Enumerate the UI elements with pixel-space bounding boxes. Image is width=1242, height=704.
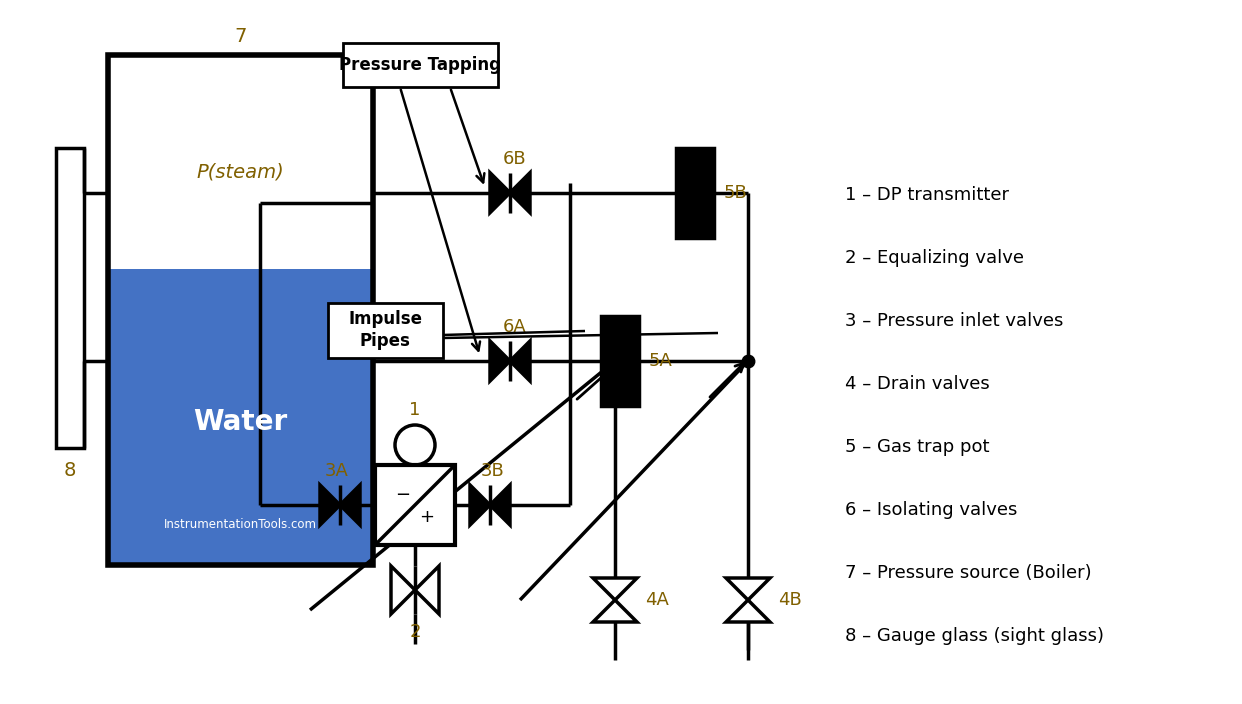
Text: 4B: 4B (777, 591, 802, 609)
Polygon shape (469, 485, 491, 525)
Text: 5B: 5B (724, 184, 748, 202)
Text: P(steam): P(steam) (196, 163, 284, 182)
Text: 6 – Isolating valves: 6 – Isolating valves (845, 501, 1017, 519)
Polygon shape (320, 485, 340, 525)
Text: 1 – DP transmitter: 1 – DP transmitter (845, 186, 1009, 204)
Text: Water: Water (194, 408, 288, 436)
Text: 5 – Gas trap pot: 5 – Gas trap pot (845, 438, 990, 456)
Text: 8: 8 (63, 460, 76, 479)
Text: 3A: 3A (325, 462, 349, 480)
Text: 4 – Drain valves: 4 – Drain valves (845, 375, 990, 393)
Polygon shape (491, 485, 510, 525)
Polygon shape (592, 578, 637, 600)
Text: 3B: 3B (481, 462, 505, 480)
Bar (328, 303, 442, 358)
Text: 7: 7 (235, 27, 247, 46)
Polygon shape (727, 578, 770, 600)
Polygon shape (727, 600, 770, 622)
Text: 7 – Pressure source (Boiler): 7 – Pressure source (Boiler) (845, 564, 1092, 582)
Polygon shape (592, 600, 637, 622)
Bar (375, 465, 455, 545)
Bar (676, 148, 714, 238)
Text: InstrumentationTools.com: InstrumentationTools.com (164, 517, 317, 531)
Text: 4A: 4A (645, 591, 669, 609)
Bar (108, 269, 373, 565)
Polygon shape (510, 341, 530, 381)
Polygon shape (391, 566, 415, 614)
Polygon shape (510, 172, 530, 213)
Polygon shape (491, 341, 510, 381)
Text: 5A: 5A (650, 352, 673, 370)
Text: 2: 2 (410, 623, 421, 641)
Polygon shape (415, 566, 438, 614)
Bar (56, 313, 84, 448)
Text: −: − (395, 486, 411, 504)
Bar (601, 316, 638, 406)
Bar (108, 55, 373, 565)
Text: +: + (420, 508, 435, 526)
Text: 6A: 6A (503, 318, 527, 336)
Text: 6B: 6B (503, 150, 527, 168)
Text: 2 – Equalizing valve: 2 – Equalizing valve (845, 249, 1023, 267)
Circle shape (395, 425, 435, 465)
Text: 1: 1 (410, 401, 421, 419)
Bar (343, 43, 498, 87)
Bar (56, 148, 84, 448)
Text: Pressure Tapping: Pressure Tapping (339, 56, 501, 74)
Text: Impulse
Pipes: Impulse Pipes (348, 310, 422, 350)
Polygon shape (491, 172, 510, 213)
Text: 3 – Pressure inlet valves: 3 – Pressure inlet valves (845, 312, 1063, 330)
Text: 8 – Gauge glass (sight glass): 8 – Gauge glass (sight glass) (845, 627, 1104, 645)
Polygon shape (340, 485, 360, 525)
